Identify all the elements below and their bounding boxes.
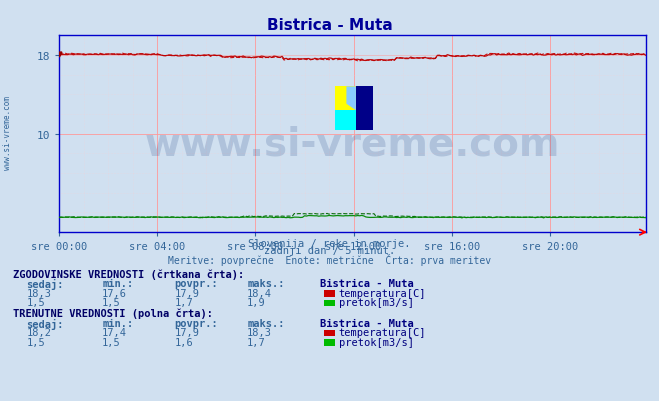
Text: Bistrica - Muta: Bistrica - Muta [320,318,413,328]
Text: www.si-vreme.com: www.si-vreme.com [145,125,560,163]
Text: 1,5: 1,5 [102,337,121,347]
Text: maks.:: maks.: [247,279,285,289]
Text: min.:: min.: [102,318,133,328]
Text: pretok[m3/s]: pretok[m3/s] [339,337,414,347]
Text: www.si-vreme.com: www.si-vreme.com [3,95,13,169]
Text: 17,9: 17,9 [175,328,200,338]
Text: sedaj:: sedaj: [26,279,64,290]
Text: temperatura[C]: temperatura[C] [339,328,426,338]
Text: povpr.:: povpr.: [175,279,218,289]
Text: sedaj:: sedaj: [26,318,64,329]
Text: 17,6: 17,6 [102,288,127,298]
Text: Meritve: povprečne  Enote: metrične  Črta: prva meritev: Meritve: povprečne Enote: metrične Črta:… [168,253,491,265]
Text: povpr.:: povpr.: [175,318,218,328]
Text: min.:: min.: [102,279,133,289]
Text: pretok[m3/s]: pretok[m3/s] [339,298,414,308]
Text: 18,3: 18,3 [247,328,272,338]
Text: 18,4: 18,4 [247,288,272,298]
Text: TRENUTNE VREDNOSTI (polna črta):: TRENUTNE VREDNOSTI (polna črta): [13,308,213,318]
Text: ZGODOVINSKE VREDNOSTI (črtkana črta):: ZGODOVINSKE VREDNOSTI (črtkana črta): [13,269,244,279]
Text: zadnji dan / 5 minut.: zadnji dan / 5 minut. [264,246,395,256]
Text: Bistrica - Muta: Bistrica - Muta [320,279,413,289]
Text: Bistrica - Muta: Bistrica - Muta [267,18,392,33]
Text: 1,6: 1,6 [175,337,193,347]
Text: 1,9: 1,9 [247,298,266,308]
Text: 17,9: 17,9 [175,288,200,298]
Text: 17,4: 17,4 [102,328,127,338]
Text: maks.:: maks.: [247,318,285,328]
Text: temperatura[C]: temperatura[C] [339,288,426,298]
Text: 1,7: 1,7 [247,337,266,347]
Text: Slovenija / reke in morje.: Slovenija / reke in morje. [248,238,411,248]
Text: 1,5: 1,5 [102,298,121,308]
Text: 1,5: 1,5 [26,298,45,308]
Text: 18,2: 18,2 [26,328,51,338]
Text: 1,7: 1,7 [175,298,193,308]
Text: 1,5: 1,5 [26,337,45,347]
Text: 18,3: 18,3 [26,288,51,298]
